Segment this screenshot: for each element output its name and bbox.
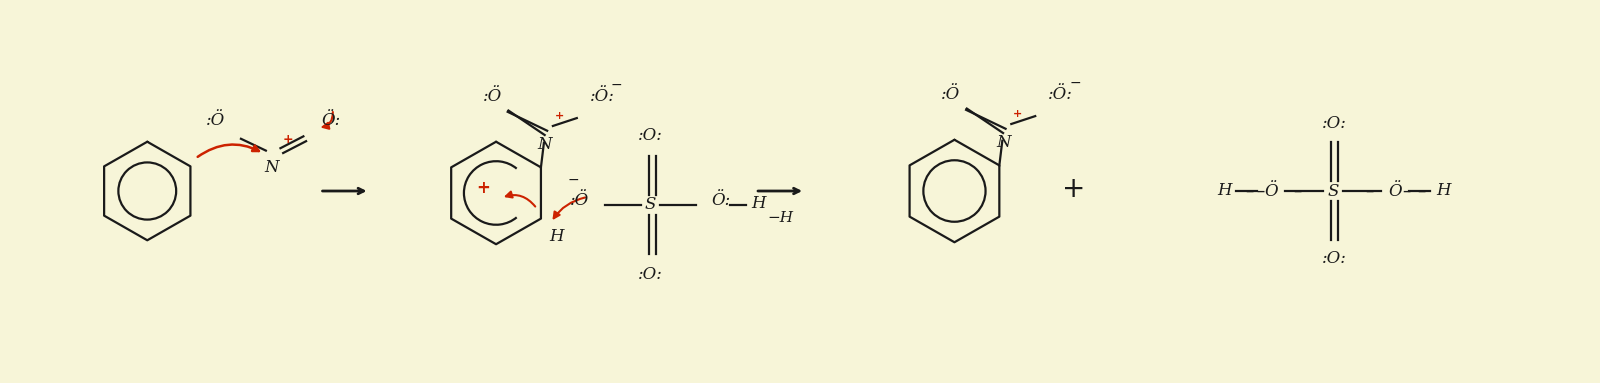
Text: +: + <box>477 179 490 197</box>
Text: −: − <box>568 173 579 187</box>
Text: +: + <box>1013 109 1022 119</box>
Text: H: H <box>750 195 766 212</box>
Text: :Ö: :Ö <box>206 112 226 129</box>
Text: –: – <box>1256 182 1264 200</box>
Text: –: – <box>1365 182 1373 200</box>
Text: S: S <box>1328 183 1339 200</box>
Text: :O:: :O: <box>638 266 662 283</box>
Text: :O:: :O: <box>1322 250 1347 267</box>
Text: :Ö: :Ö <box>570 192 589 210</box>
Text: N: N <box>538 136 552 153</box>
Text: S: S <box>645 196 656 213</box>
Text: H: H <box>1435 182 1450 198</box>
Text: :Ö: :Ö <box>483 88 502 105</box>
Text: H: H <box>1218 182 1232 198</box>
Text: :Ö:: :Ö: <box>1048 86 1074 103</box>
Text: :Ö: :Ö <box>941 86 960 103</box>
Text: −: − <box>611 77 622 92</box>
FancyArrowPatch shape <box>554 198 586 218</box>
Text: –: – <box>1293 182 1301 200</box>
FancyArrowPatch shape <box>506 192 536 206</box>
Text: +: + <box>555 111 565 121</box>
Text: Ö:: Ö: <box>712 192 731 210</box>
Text: –: – <box>1418 182 1426 200</box>
Text: :Ö:: :Ö: <box>590 88 614 105</box>
Text: :O:: :O: <box>1322 115 1347 132</box>
Text: N: N <box>997 134 1011 151</box>
Text: −: − <box>1069 75 1080 90</box>
Text: :O:: :O: <box>638 127 662 144</box>
Text: Ö:: Ö: <box>322 112 341 129</box>
Text: +: + <box>283 133 293 146</box>
FancyArrowPatch shape <box>198 144 259 157</box>
FancyArrowPatch shape <box>323 112 333 129</box>
Text: H: H <box>549 228 563 246</box>
Text: Ö: Ö <box>1389 183 1402 200</box>
Text: N: N <box>264 159 278 177</box>
Text: +: + <box>1062 175 1086 203</box>
Text: Ö: Ö <box>1264 183 1278 200</box>
Text: −H: −H <box>766 211 794 225</box>
Text: –: – <box>1245 182 1254 200</box>
Text: –: – <box>1402 182 1410 200</box>
